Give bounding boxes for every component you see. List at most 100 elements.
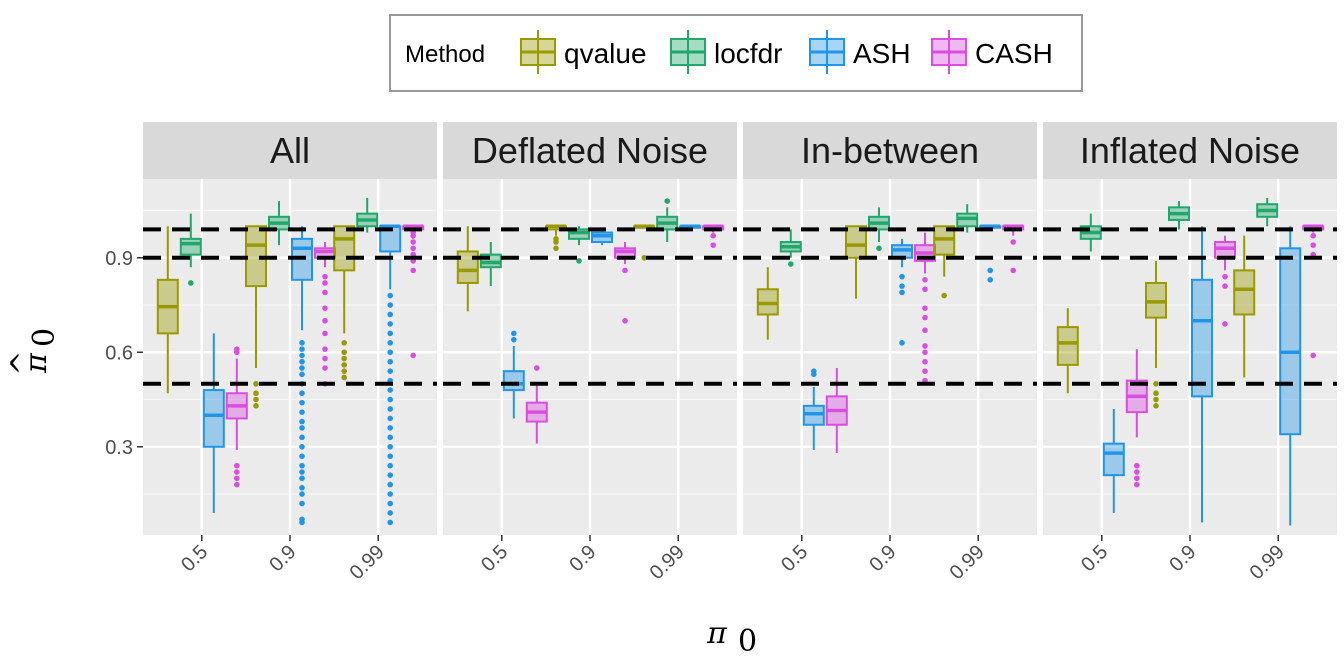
outlier-point	[341, 374, 348, 381]
outlier-point	[234, 481, 240, 488]
outlier-point	[387, 396, 394, 403]
outlier-point	[899, 289, 905, 296]
outlier-point	[299, 346, 305, 352]
outlier-point	[410, 245, 417, 252]
outlier-point	[922, 349, 928, 356]
outlier-point	[322, 305, 328, 311]
outlier-point	[511, 336, 517, 343]
facet-strip	[1043, 122, 1337, 179]
outlier-point	[622, 317, 628, 324]
box-body	[1102, 442, 1125, 477]
x-tick-label: 0.99	[346, 541, 389, 584]
outlier-point	[1222, 283, 1228, 289]
x-tick-label: 0.5	[777, 541, 812, 576]
outlier-point	[322, 289, 328, 296]
box-CASH-0.9	[1214, 235, 1236, 327]
box-ASH-0.5	[202, 333, 225, 513]
box-body	[179, 237, 202, 256]
x-tick-label: 0.9	[265, 541, 300, 576]
box-body	[333, 225, 356, 272]
outlier-point	[410, 239, 417, 245]
box-qvalue-0.5	[156, 226, 179, 394]
outlier-point	[1310, 242, 1316, 248]
box-locfdr-0.99	[656, 198, 679, 243]
outlier-point	[387, 519, 394, 526]
y-axis: 0.3 0.6 0.9	[105, 248, 143, 459]
box-CASH-0.5	[225, 346, 248, 488]
outlier-point	[387, 321, 394, 327]
box-CASH-0.9	[914, 232, 936, 384]
outlier-point	[322, 273, 328, 280]
x-axis-title: π	[706, 616, 728, 651]
panel-all: All 0.5 0.9 0.99	[143, 122, 437, 584]
box-ASH-0.5	[1102, 408, 1125, 513]
outlier-point	[788, 261, 794, 267]
outlier-point	[387, 443, 394, 450]
legend-title: Method	[405, 41, 485, 68]
y-tick-label: 0.3	[105, 437, 133, 459]
box-body	[1233, 269, 1256, 316]
outlier-point	[299, 462, 305, 469]
outlier-point	[987, 277, 993, 283]
box-locfdr-0.9	[568, 226, 590, 264]
outlier-point	[1134, 469, 1140, 475]
outlier-point	[299, 475, 305, 482]
box-body	[502, 370, 525, 392]
x-tick-label: 0.9	[565, 541, 600, 576]
box-qvalue-0.99	[1233, 235, 1256, 378]
outlier-point	[387, 481, 394, 488]
outlier-point	[322, 280, 328, 286]
box-qvalue-0.9	[245, 225, 267, 409]
outlier-point	[253, 380, 259, 387]
box-locfdr-0.5	[779, 229, 802, 267]
outlier-point	[299, 425, 305, 431]
outlier-point	[710, 232, 716, 239]
box-locfdr-0.9	[868, 207, 890, 252]
outlier-point	[234, 469, 240, 475]
outlier-point	[622, 267, 628, 274]
outlier-point	[299, 484, 305, 491]
outlier-point	[387, 434, 394, 441]
outlier-point	[941, 292, 947, 299]
outlier-point	[299, 358, 305, 365]
outlier-point	[410, 352, 417, 359]
outlier-point	[322, 355, 328, 362]
outlier-point	[299, 409, 305, 415]
y-axis-title-subscript: 0	[27, 328, 62, 347]
box-CASH-0.5	[825, 368, 848, 454]
outlier-point	[387, 349, 394, 356]
x-tick-label: 0.9	[1165, 541, 1200, 576]
box-ASH-0.5	[802, 368, 825, 450]
outlier-point	[1134, 481, 1140, 488]
outlier-point	[553, 245, 559, 252]
box-body	[202, 389, 225, 448]
outlier-point	[1153, 390, 1159, 397]
outlier-point	[322, 365, 328, 371]
outlier-point	[1153, 396, 1159, 403]
outlier-point	[641, 254, 647, 261]
box-ASH-0.99	[1279, 226, 1302, 526]
facet-strip-label: All	[270, 130, 310, 171]
outlier-point	[987, 267, 993, 274]
outlier-point	[664, 198, 670, 204]
box-ASH-0.9	[591, 229, 613, 246]
facet-strip	[443, 122, 737, 179]
x-tick-label: 0.9	[865, 541, 900, 576]
legend: Method qvalue locfdr ASH CASH	[389, 14, 1083, 92]
box-ASH-0.9	[891, 238, 913, 346]
box-qvalue-0.5	[756, 267, 779, 340]
outlier-point	[299, 418, 305, 425]
outlier-point	[253, 390, 259, 397]
outlier-point	[511, 330, 517, 337]
outlier-point	[387, 311, 394, 318]
outlier-point	[387, 302, 394, 308]
y-axis-title-hat: ^	[5, 350, 40, 375]
facet-strip-label: Inflated Noise	[1080, 130, 1300, 171]
outlier-point	[410, 267, 417, 274]
outlier-point	[234, 462, 240, 469]
outlier-point	[899, 283, 905, 289]
box-ASH-0.9	[1191, 226, 1213, 523]
legend-label: ASH	[853, 38, 911, 69]
box-locfdr-0.99	[956, 204, 979, 233]
outlier-point	[387, 330, 394, 337]
